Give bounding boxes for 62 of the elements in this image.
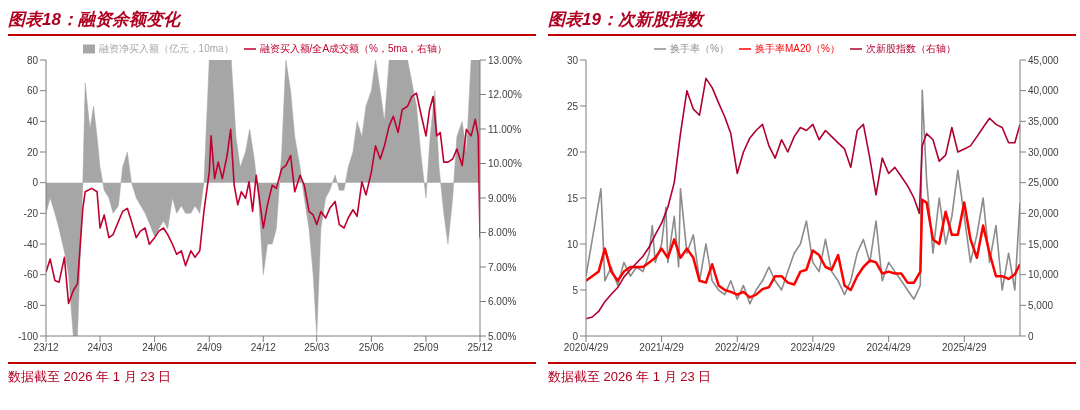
- y2-tick-label: 10.00%: [488, 158, 523, 170]
- x-tick-label: 25/03: [304, 342, 330, 354]
- legend-label: 次新股指数（右轴）: [865, 43, 956, 54]
- chart-title: 图表18：融资余额变化: [8, 8, 536, 36]
- y2-tick-label: 40,000: [1028, 85, 1060, 97]
- y-tick-label: -80: [23, 299, 39, 311]
- legend-label: 融资买入额/全A成交额（%，5ma，右轴）: [259, 43, 448, 54]
- y2-tick-label: 9.00%: [488, 192, 517, 204]
- y-tick-label: 10: [566, 238, 579, 250]
- y2-tick-label: 5.00%: [488, 330, 517, 342]
- y2-tick-label: 15,000: [1028, 238, 1060, 250]
- y2-tick-label: 10,000: [1028, 269, 1060, 281]
- y2-tick-label: 8.00%: [488, 227, 517, 239]
- y-tick-label: 20: [26, 146, 39, 158]
- x-tick-label: 23/12: [33, 342, 59, 354]
- legend-label: 融资净买入额（亿元，10ma）: [98, 43, 234, 54]
- x-tick-label: 24/06: [142, 342, 168, 354]
- y2-tick-label: 30,000: [1028, 146, 1060, 158]
- x-tick-label: 2025/4/29: [942, 342, 987, 354]
- chart-title: 图表19：次新股指数: [548, 8, 1076, 36]
- y-tick-label: 5: [572, 284, 579, 296]
- y2-tick-label: 20,000: [1028, 207, 1060, 219]
- x-tick-label: 2022/4/29: [714, 342, 760, 354]
- y-tick-label: 25: [566, 100, 579, 112]
- x-tick-label: 24/09: [196, 342, 223, 354]
- x-tick-label: 2020/4/29: [563, 342, 609, 354]
- y-tick-label: 15: [566, 192, 579, 204]
- y2-tick-label: 7.00%: [488, 261, 517, 273]
- y2-tick-label: 35,000: [1028, 115, 1060, 127]
- line-series: [586, 198, 1020, 299]
- y2-tick-label: 12.00%: [488, 89, 523, 101]
- x-tick-label: 25/09: [413, 342, 439, 354]
- y-tick-label: 20: [566, 146, 579, 158]
- y-tick-label: 80: [26, 54, 39, 66]
- x-tick-label: 24/12: [250, 342, 277, 354]
- text: 数据截至 2026 年 1 月 23 日: [548, 368, 713, 386]
- y2-tick-label: 45,000: [1028, 54, 1060, 66]
- y-tick-label: -60: [23, 269, 39, 281]
- y2-tick-label: 13.00%: [488, 54, 523, 66]
- y-tick-label: -40: [23, 238, 39, 250]
- x-tick-label: 25/06: [358, 342, 385, 354]
- y-tick-label: 0: [572, 330, 579, 342]
- y-tick-label: 0: [32, 177, 39, 189]
- y2-tick-label: 25,000: [1028, 177, 1060, 189]
- text: 数据截至 2026 年 1 月 23 日: [8, 368, 173, 386]
- y-tick-label: 30: [566, 54, 579, 66]
- x-tick-label: 2021/4/29: [639, 342, 685, 354]
- x-tick-label: 2024/4/29: [866, 342, 912, 354]
- x-tick-label: 24/03: [87, 342, 113, 354]
- y-tick-label: 60: [26, 85, 39, 97]
- legend-label: 换手率（%）: [670, 43, 729, 54]
- y-tick-label: 40: [26, 115, 39, 127]
- y-tick-label: -20: [23, 207, 39, 219]
- y2-tick-label: 6.00%: [488, 296, 517, 308]
- y2-tick-label: 0: [1028, 330, 1034, 342]
- legend-label: 换手率MA20（%）: [754, 43, 840, 54]
- line-series: [46, 92, 480, 305]
- x-tick-label: 2023/4/29: [790, 342, 836, 354]
- y-tick-label: -100: [17, 330, 39, 342]
- y2-tick-label: 5,000: [1028, 299, 1054, 311]
- y2-tick-label: 11.00%: [488, 123, 522, 135]
- x-tick-label: 25/12: [467, 342, 493, 354]
